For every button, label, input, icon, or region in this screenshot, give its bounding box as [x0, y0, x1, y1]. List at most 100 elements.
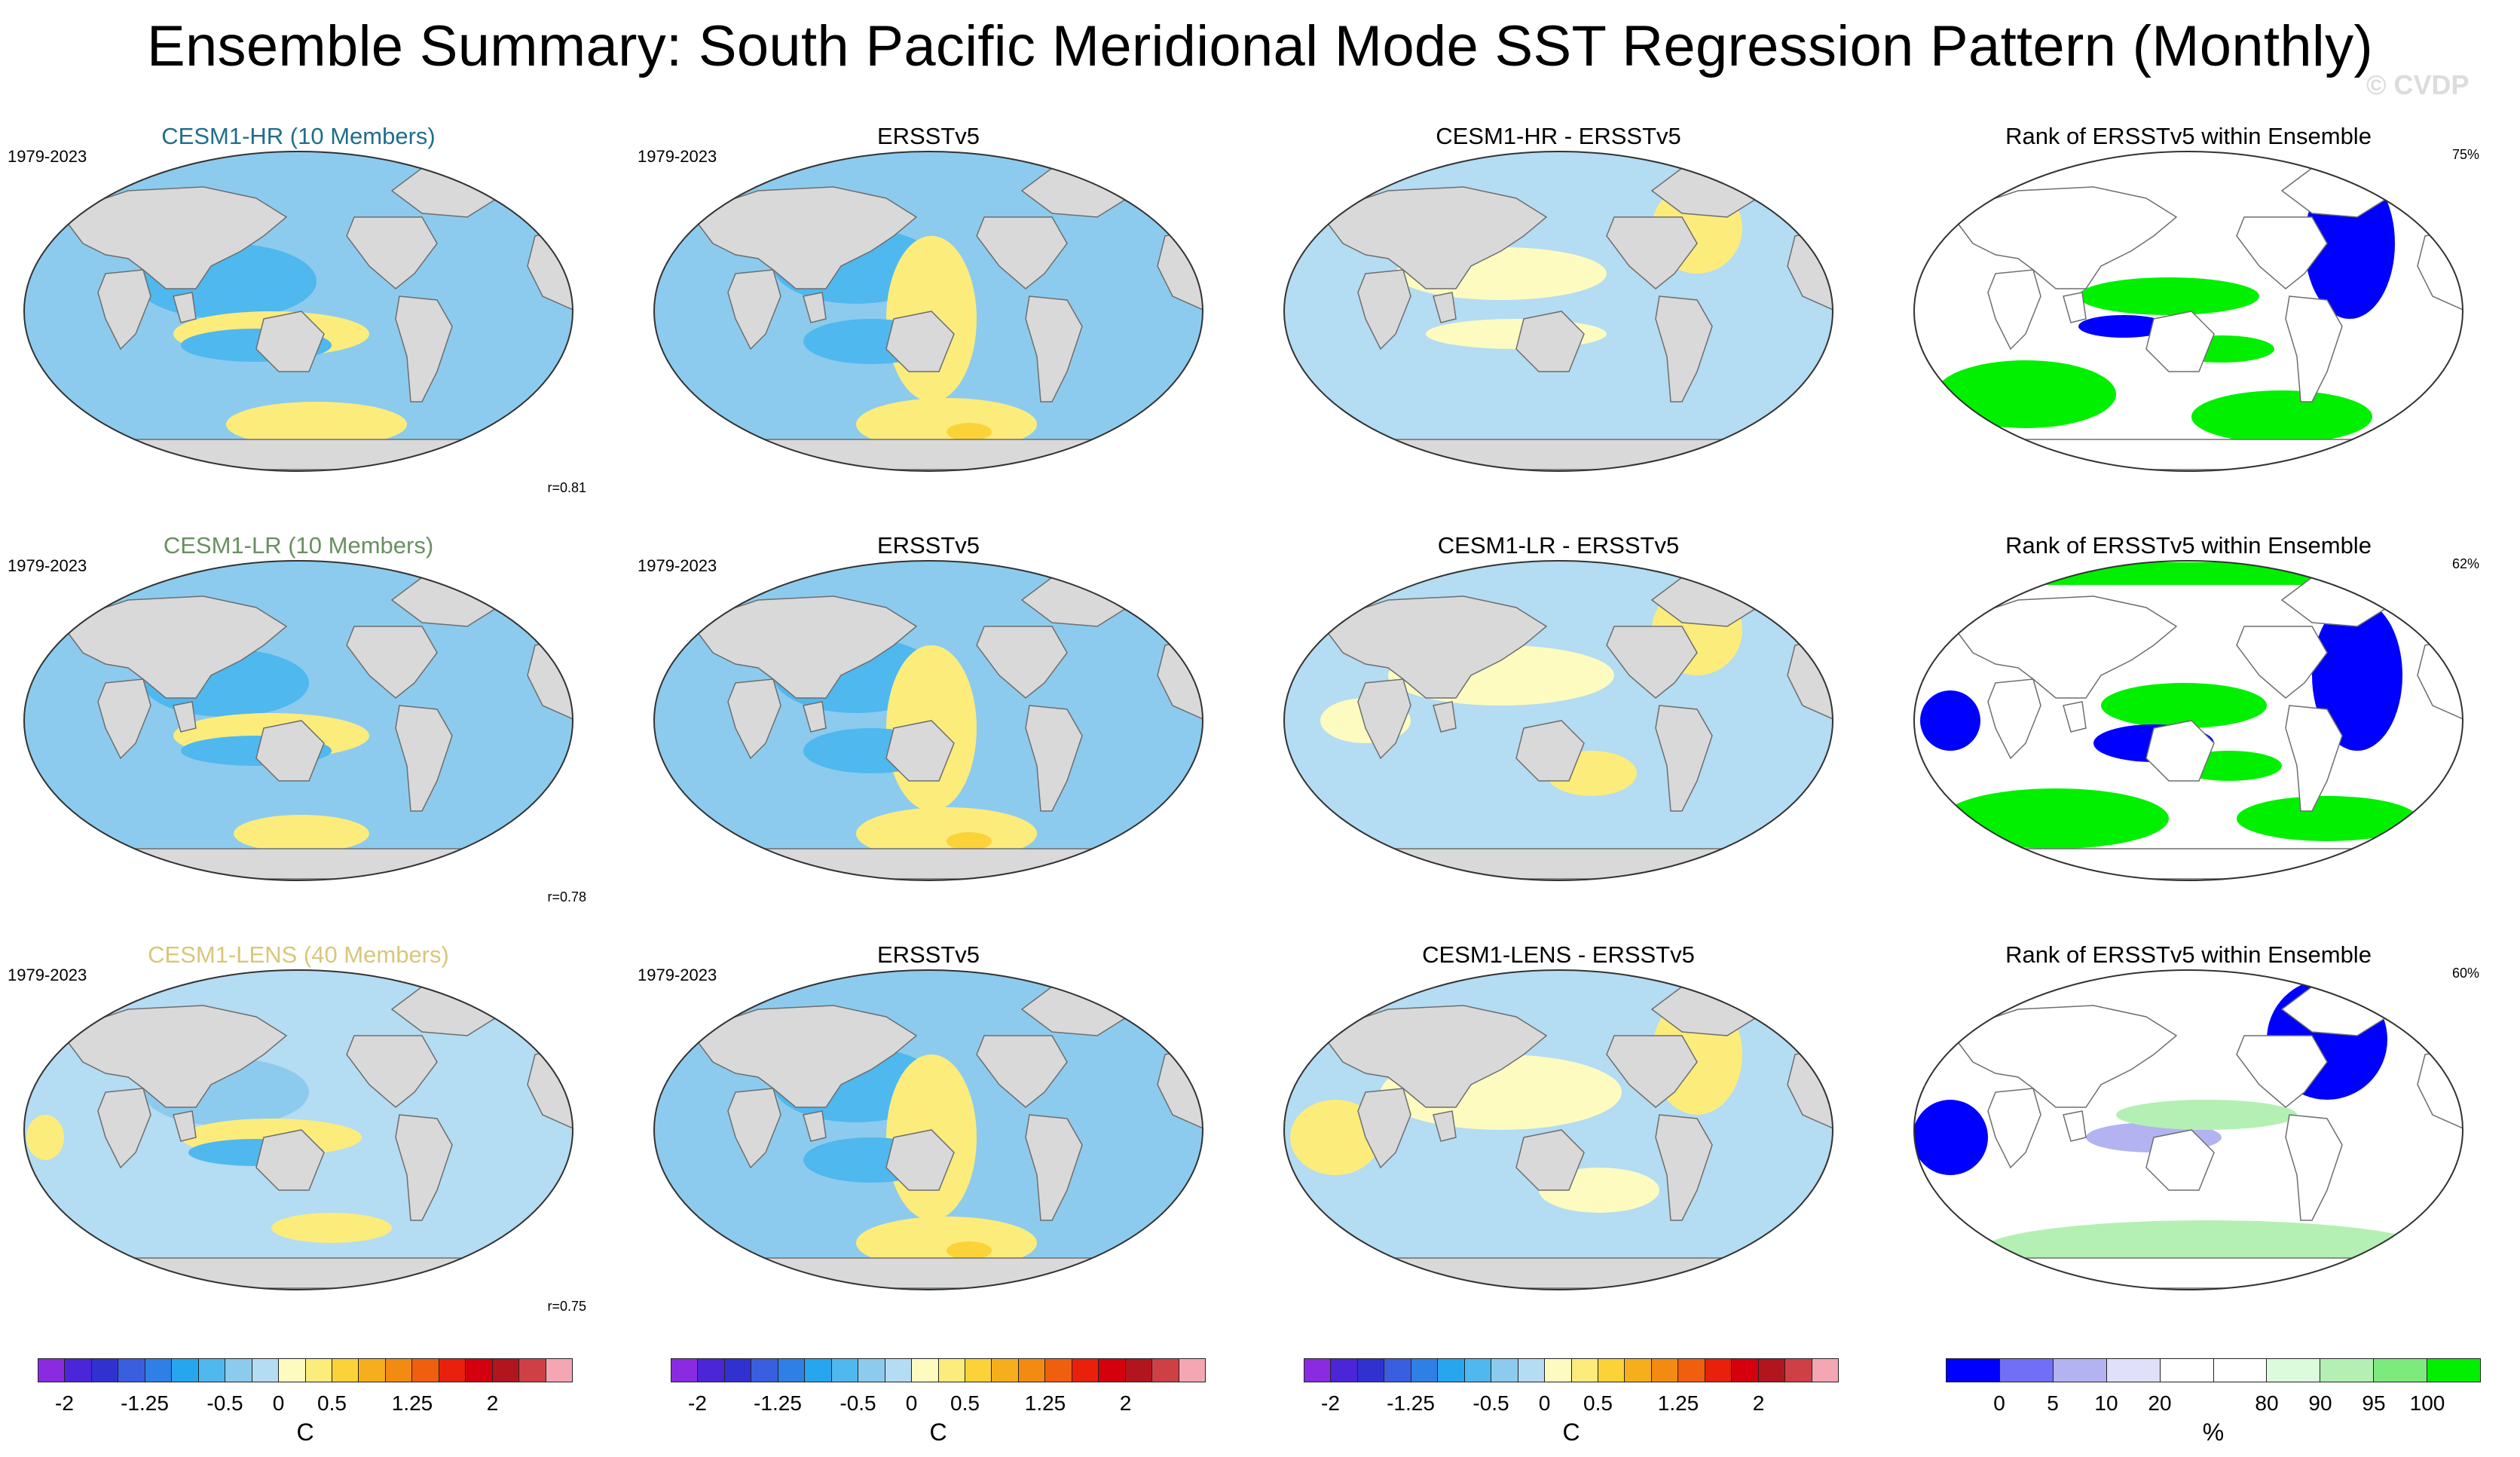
colorbar-swatch: [466, 1359, 493, 1382]
colorbar-swatch: [1625, 1359, 1652, 1382]
colorbar-swatch: [1018, 1359, 1046, 1382]
panel-title: ERSSTv5: [876, 941, 980, 968]
sst-map: [653, 560, 1203, 881]
colorbar-tick-label: -1.25: [121, 1391, 169, 1415]
colorbar-swatch: [1732, 1359, 1759, 1382]
colorbar-swatch: [885, 1359, 913, 1382]
panel-rank-r3: Rank of ERSSTv5 within Ensemble 60%: [1890, 941, 2487, 1348]
colorbar-swatch: [805, 1359, 832, 1382]
colorbar-obs: -2 -1.25 -0.5 0 0.5 1.25 2 C: [671, 1358, 1213, 1446]
years-label: 1979-2023: [638, 147, 717, 166]
panel-title: ERSSTv5: [876, 123, 980, 149]
colorbar-tick-label: -0.5: [839, 1391, 876, 1415]
colorbar-unit-label: %: [2202, 1419, 2225, 1446]
colorbar-swatch: [858, 1359, 885, 1382]
panel-title: CESM1-LENS (40 Members): [148, 941, 449, 968]
colorbar-swatch: [1571, 1359, 1598, 1382]
colorbar-diff: -2 -1.25 -0.5 0 0.5 1.25 2 C: [1304, 1358, 1846, 1446]
colorbar-cells: [1946, 1358, 2481, 1382]
colorbar-swatch: [1678, 1359, 1705, 1382]
panel-diff-r3: CESM1-LENS - ERSSTv5: [1260, 941, 1857, 1348]
colorbar-swatch: [225, 1359, 252, 1382]
panel-title: Rank of ERSSTv5 within Ensemble: [2005, 532, 2372, 559]
sst-map: [653, 151, 1203, 472]
colorbar-swatch: [751, 1359, 778, 1382]
colorbar-swatch: [145, 1359, 173, 1382]
colorbar-swatch: [938, 1359, 965, 1382]
panel-obs-r2: ERSSTv5 1979-2023: [630, 532, 1227, 939]
colorbar-tick-label: -1.25: [1387, 1391, 1435, 1415]
pattern-correlation: r=0.78: [547, 889, 586, 905]
figure-title: Ensemble Summary: South Pacific Meridion…: [146, 14, 2374, 78]
colorbar-tick-label: 95: [2362, 1391, 2386, 1415]
colorbar-swatch: [1947, 1359, 2000, 1382]
colorbar-swatch: [1152, 1359, 1179, 1382]
colorbar-tick-label: 0.5: [950, 1391, 980, 1415]
colorbar-tick-label: 10: [2094, 1391, 2118, 1415]
colorbar-tick-label: 2: [486, 1391, 499, 1415]
colorbar-tick-label: -2: [55, 1391, 74, 1415]
colorbar-swatch: [2320, 1359, 2375, 1382]
colorbar-swatch: [778, 1359, 806, 1382]
colorbar-swatch: [1705, 1359, 1732, 1382]
panel-ensemble-r1: CESM1-HR (10 Members) 1979-2023 r=0.81: [0, 123, 597, 530]
colorbar-swatch: [1304, 1359, 1332, 1382]
colorbar-swatch: [1331, 1359, 1358, 1382]
colorbar-swatch: [1179, 1359, 1206, 1382]
colorbar-swatch: [412, 1359, 439, 1382]
rank-map: [1913, 151, 2463, 472]
colorbar-swatch: [1598, 1359, 1625, 1382]
panel-diff-r1: CESM1-HR - ERSSTv5: [1260, 123, 1857, 530]
colorbar-tick-label: 1.25: [1657, 1391, 1699, 1415]
colorbar-tick-label: 20: [2148, 1391, 2172, 1415]
colorbar-tick-label: 0: [272, 1391, 285, 1415]
years-label: 1979-2023: [8, 147, 87, 166]
colorbar-swatch: [252, 1359, 280, 1382]
colorbar-swatch: [439, 1359, 466, 1382]
panel-obs-r3: ERSSTv5 1979-2023: [630, 941, 1227, 1348]
colorbar-swatch: [519, 1359, 546, 1382]
colorbar-tick-label: -2: [1321, 1391, 1340, 1415]
panel-title: CESM1-LENS - ERSSTv5: [1422, 941, 1695, 968]
colorbar-tick-label: 5: [2047, 1391, 2059, 1415]
sst-map: [23, 969, 573, 1290]
colorbar-tick-label: -0.5: [1473, 1391, 1509, 1415]
colorbar-swatch: [724, 1359, 752, 1382]
panel-ensemble-r3: CESM1-LENS (40 Members) 1979-2023 r=0.75: [0, 941, 597, 1348]
colorbar-swatch: [1812, 1359, 1839, 1382]
colorbar-swatch: [1125, 1359, 1153, 1382]
colorbar-cells: [1304, 1358, 1839, 1382]
colorbar-swatch: [912, 1359, 939, 1382]
colorbar-tick-label: 100: [2409, 1391, 2445, 1415]
colorbar-cells: [671, 1358, 1206, 1382]
colorbar-swatch: [332, 1359, 359, 1382]
colorbar-swatch: [172, 1359, 199, 1382]
years-label: 1979-2023: [638, 556, 717, 575]
rank-percentage: 75%: [2451, 147, 2479, 162]
sst-map: [1283, 969, 1833, 1290]
colorbar-tick-label: -1.25: [754, 1391, 802, 1415]
colorbar-tick-label: 0.5: [1583, 1391, 1613, 1415]
colorbar-swatch: [1099, 1359, 1126, 1382]
panel-title: Rank of ERSSTv5 within Ensemble: [2005, 941, 2372, 968]
sst-map: [23, 560, 573, 881]
rank-map: [1913, 969, 2463, 1290]
colorbar-swatch: [831, 1359, 859, 1382]
panel-obs-r1: ERSSTv5 1979-2023: [630, 123, 1227, 530]
colorbar-swatch: [359, 1359, 386, 1382]
colorbar-swatch: [118, 1359, 145, 1382]
colorbar-swatch: [1072, 1359, 1099, 1382]
colorbar-tick-label: -0.5: [206, 1391, 243, 1415]
years-label: 1979-2023: [8, 966, 87, 984]
colorbar-swatch: [2160, 1359, 2214, 1382]
colorbar-unit-label: C: [296, 1419, 314, 1446]
colorbar-swatch: [305, 1359, 332, 1382]
colorbar-swatch: [546, 1359, 573, 1382]
colorbar-swatch: [1758, 1359, 1786, 1382]
panel-diff-r2: CESM1-LR - ERSSTv5: [1260, 532, 1857, 939]
panel-title: CESM1-LR - ERSSTv5: [1437, 532, 1680, 559]
colorbar-rank: 0 5 10 20 80 90 95 100%: [1946, 1358, 2488, 1446]
colorbar-swatch: [2053, 1359, 2107, 1382]
panel-title: Rank of ERSSTv5 within Ensemble: [2005, 123, 2372, 149]
sst-map: [653, 969, 1203, 1290]
